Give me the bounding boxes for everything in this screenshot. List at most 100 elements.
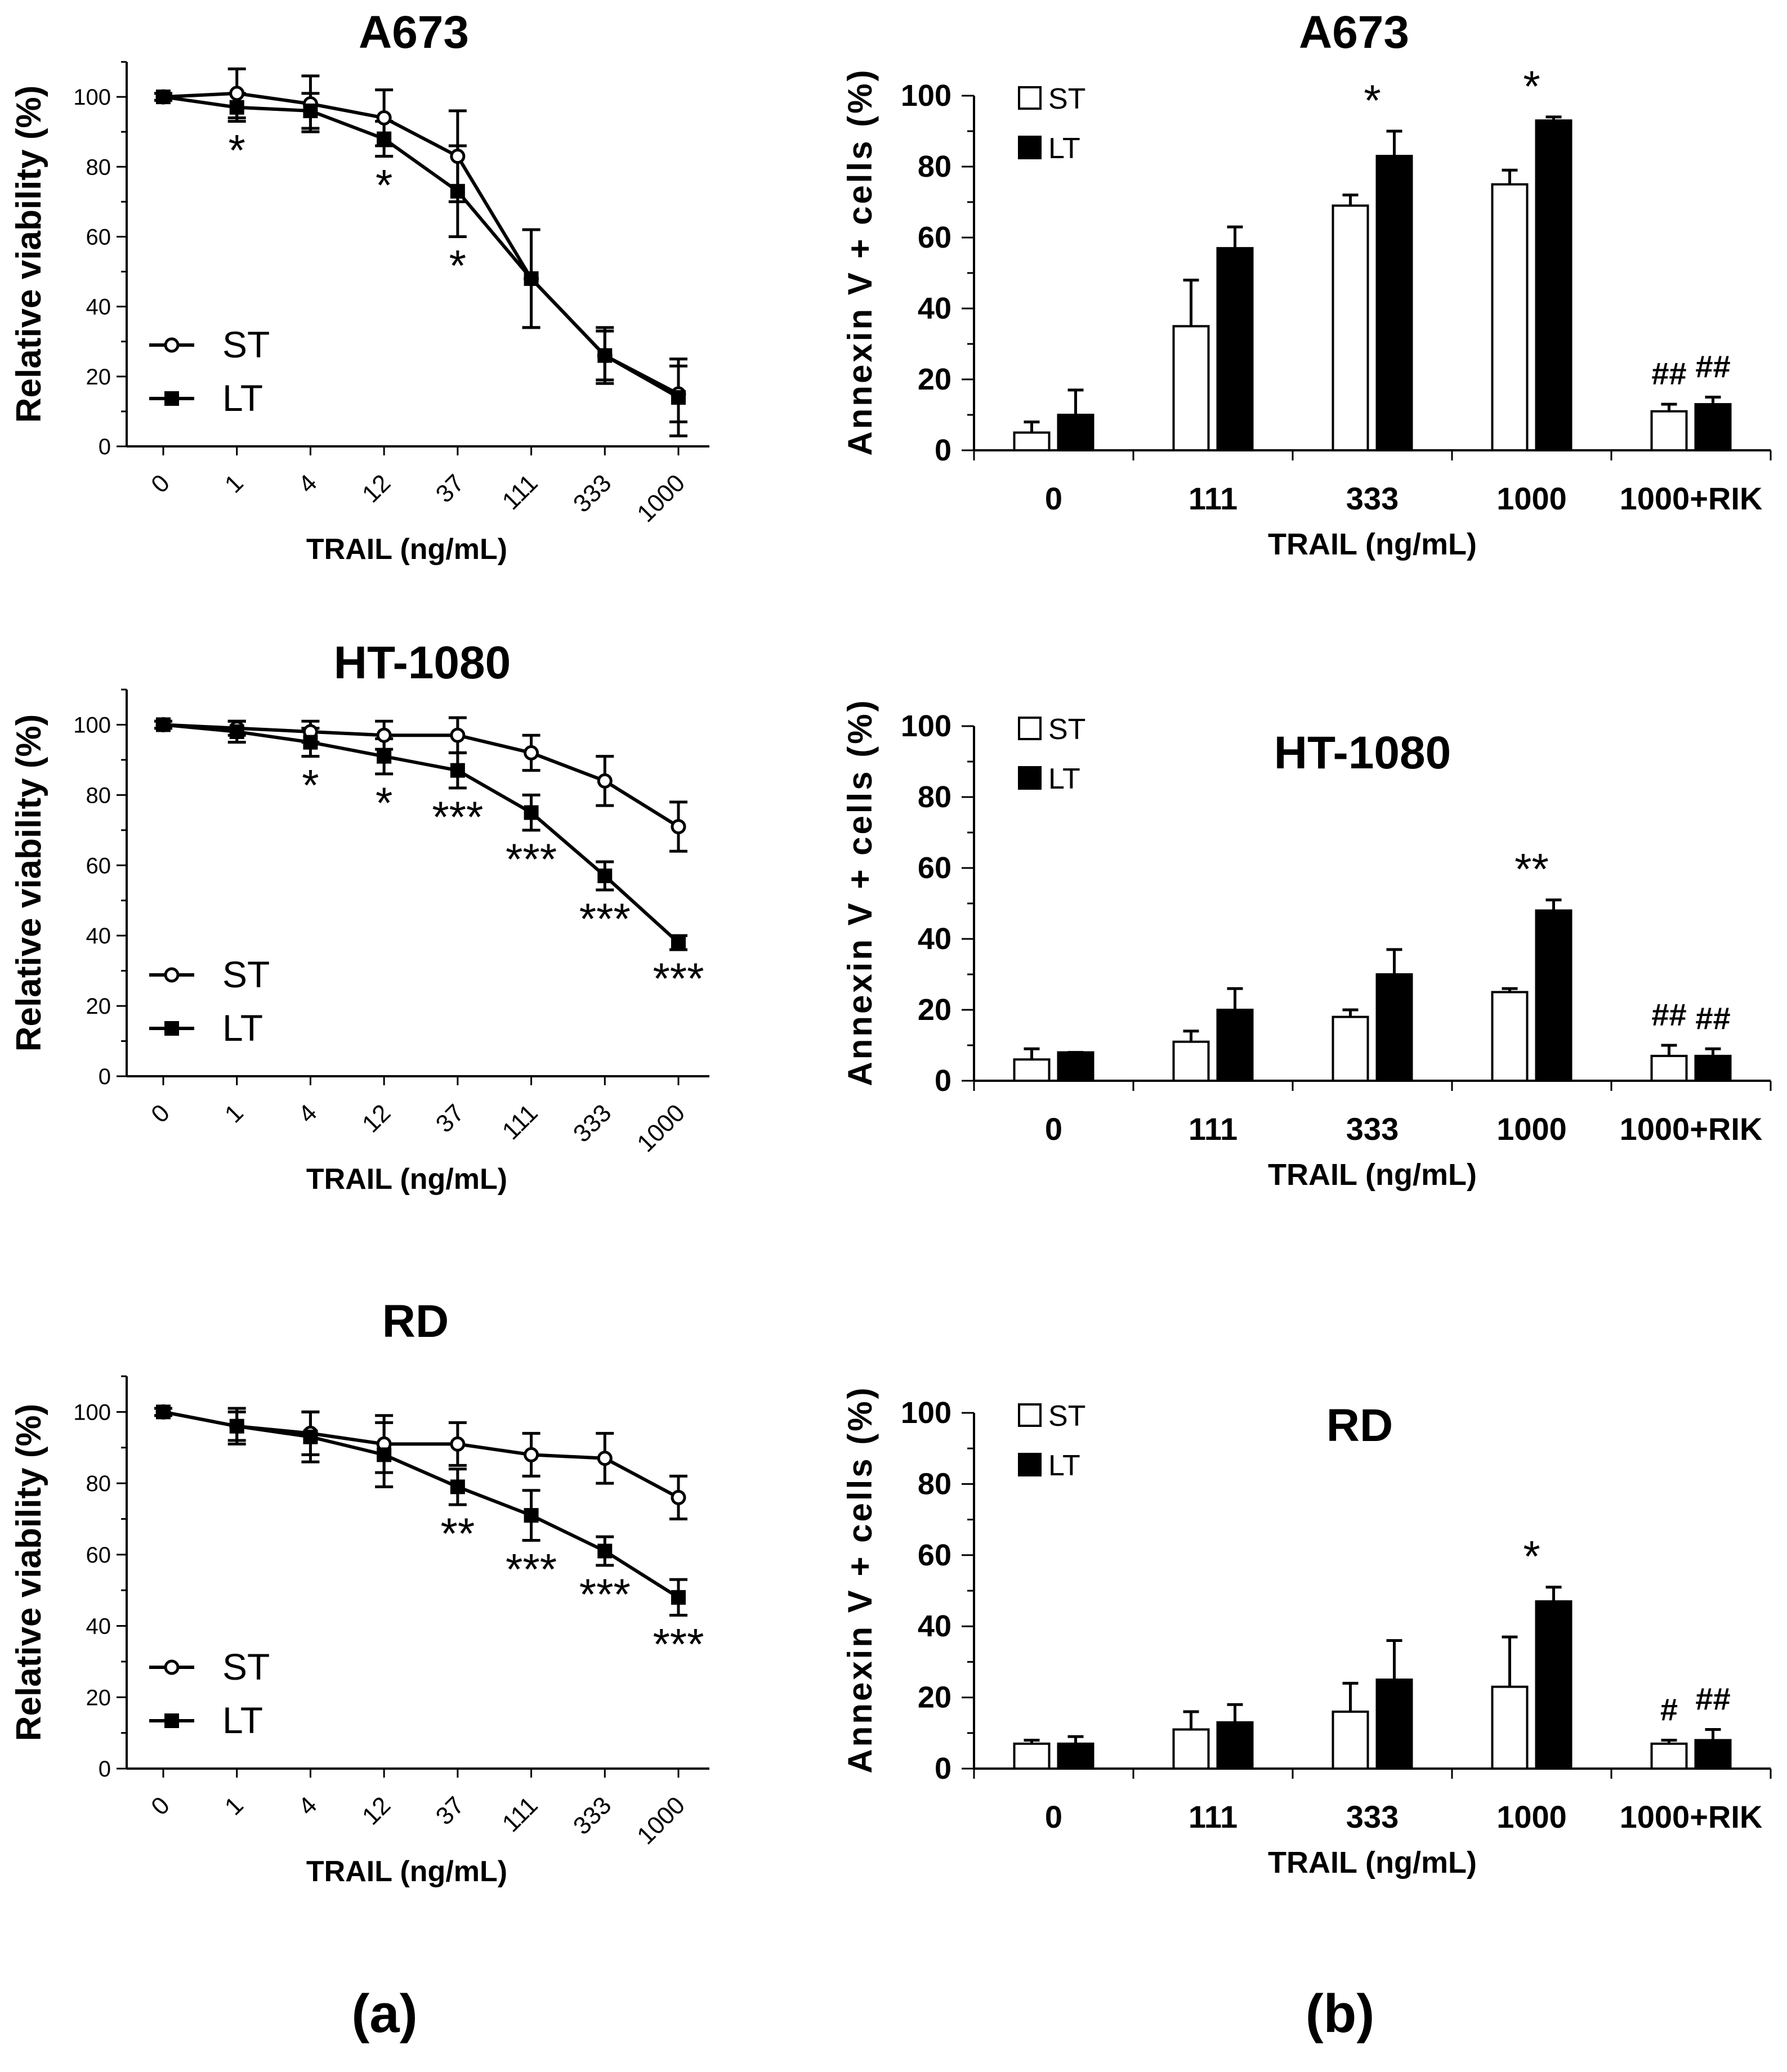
bar-lt [1694, 1739, 1732, 1770]
y-tick-label: 100 [73, 713, 111, 737]
significance-marker: ## [1651, 997, 1686, 1032]
y-tick-label: 0 [99, 435, 111, 459]
x-tick-label: 1000 [632, 1099, 690, 1157]
bar-st [1650, 1742, 1688, 1770]
x-tick-label: 1000 [632, 469, 690, 527]
bar-lt [1375, 1679, 1413, 1770]
bar-st [1491, 183, 1529, 451]
significance-marker: *** [506, 1544, 557, 1594]
x-tick-label: 333 [1346, 1111, 1399, 1147]
y-tick-label: 80 [86, 1471, 111, 1496]
y-axis-title: Annexin V + cells (%) [841, 698, 879, 1086]
bar-st [1491, 991, 1529, 1082]
x-tick-label: 1000+RIK [1620, 1799, 1763, 1834]
legend-swatch-lt [1018, 766, 1042, 790]
legend-swatch-lt [1018, 1453, 1042, 1476]
y-tick-label: 60 [918, 851, 951, 885]
y-tick-label: 80 [86, 783, 111, 808]
data-point-st [376, 110, 392, 126]
significance-marker: * [229, 126, 245, 175]
bar-lt [1535, 1600, 1572, 1770]
y-tick-label: 100 [901, 1396, 951, 1430]
significance-marker: * [1364, 75, 1381, 125]
x-tick-label: 12 [357, 1099, 396, 1138]
y-tick-label: 60 [918, 1538, 951, 1572]
data-point-lt [524, 1508, 539, 1523]
data-point-lt [303, 1429, 318, 1444]
x-tick-label: 333 [1346, 481, 1399, 516]
significance-marker: *** [653, 954, 704, 1003]
y-tick-label: 40 [86, 295, 111, 320]
legend-marker-lt [164, 1713, 179, 1728]
y-tick-label: 100 [73, 1400, 111, 1425]
x-tick-label: 1000 [1496, 481, 1567, 516]
legend-swatch-lt [1018, 136, 1042, 159]
legend-swatch-st [1018, 1403, 1042, 1427]
data-point-lt [524, 271, 539, 286]
x-tick-label: 12 [357, 469, 396, 508]
y-axis-title: Relative viability (%) [10, 1404, 48, 1742]
bar-lt [1535, 119, 1572, 452]
y-tick-label: 40 [918, 292, 951, 325]
y-tick-label: 0 [935, 1752, 951, 1785]
significance-marker: ## [1695, 1681, 1730, 1716]
data-point-lt [671, 935, 686, 950]
x-tick-label: 0 [1045, 1111, 1062, 1147]
data-point-lt [156, 89, 171, 105]
significance-marker: ** [440, 1509, 475, 1558]
significance-marker: *** [432, 792, 483, 842]
x-tick-label: 1000 [632, 1791, 690, 1850]
significance-marker: * [302, 760, 319, 810]
bar-st [1650, 1054, 1688, 1082]
x-tick-label: 0 [1045, 481, 1062, 516]
legend-marker-st [164, 967, 180, 983]
x-tick-label: 1 [220, 469, 249, 498]
y-tick-label: 20 [918, 363, 951, 396]
significance-marker: ## [1695, 349, 1730, 384]
y-tick-label: 100 [901, 79, 951, 113]
bar-st [1172, 1040, 1210, 1082]
y-tick-label: 40 [918, 922, 951, 956]
x-tick-label: 111 [497, 1099, 543, 1145]
x-tick-label: 37 [431, 1099, 470, 1138]
data-point-lt [229, 724, 244, 739]
bar-st [1172, 325, 1210, 451]
significance-marker: # [1660, 1691, 1678, 1727]
legend-swatch-st [1018, 717, 1042, 740]
bar-lt [1216, 1009, 1254, 1082]
bar-st [1491, 1685, 1529, 1770]
y-tick-label: 40 [86, 1614, 111, 1639]
data-point-lt [450, 763, 465, 778]
data-point-lt [597, 869, 613, 884]
chart-title: HT-1080 [1274, 727, 1451, 778]
data-point-st [524, 1447, 539, 1462]
chart-title: RD [382, 1296, 449, 1347]
chart-title: RD [1326, 1400, 1393, 1451]
x-tick-label: 333 [568, 469, 617, 518]
y-tick-label: 80 [918, 150, 951, 184]
legend-label: ST [1048, 83, 1085, 115]
y-tick-label: 80 [918, 780, 951, 814]
data-point-lt [671, 1590, 686, 1605]
x-tick-label: 1000 [1496, 1799, 1567, 1834]
legend-label: ST [222, 954, 270, 995]
y-tick-label: 20 [918, 1681, 951, 1715]
x-axis-title: TRAIL (ng/mL) [1268, 1158, 1477, 1192]
legend-label: LT [222, 1007, 263, 1049]
legend-label: LT [222, 377, 263, 419]
bar-st [1332, 204, 1369, 451]
data-point-lt [377, 749, 392, 764]
y-tick-label: 0 [99, 1064, 111, 1089]
data-point-lt [450, 184, 465, 199]
bar-lt [1375, 155, 1413, 452]
legend-label: ST [1048, 1400, 1085, 1433]
x-axis-title: TRAIL (ng/mL) [306, 1163, 507, 1196]
data-point-st [376, 727, 392, 743]
bar-lt [1216, 1721, 1254, 1770]
y-tick-label: 100 [73, 85, 111, 110]
significance-marker: * [1523, 61, 1540, 111]
significance-marker: ## [1695, 1000, 1730, 1036]
